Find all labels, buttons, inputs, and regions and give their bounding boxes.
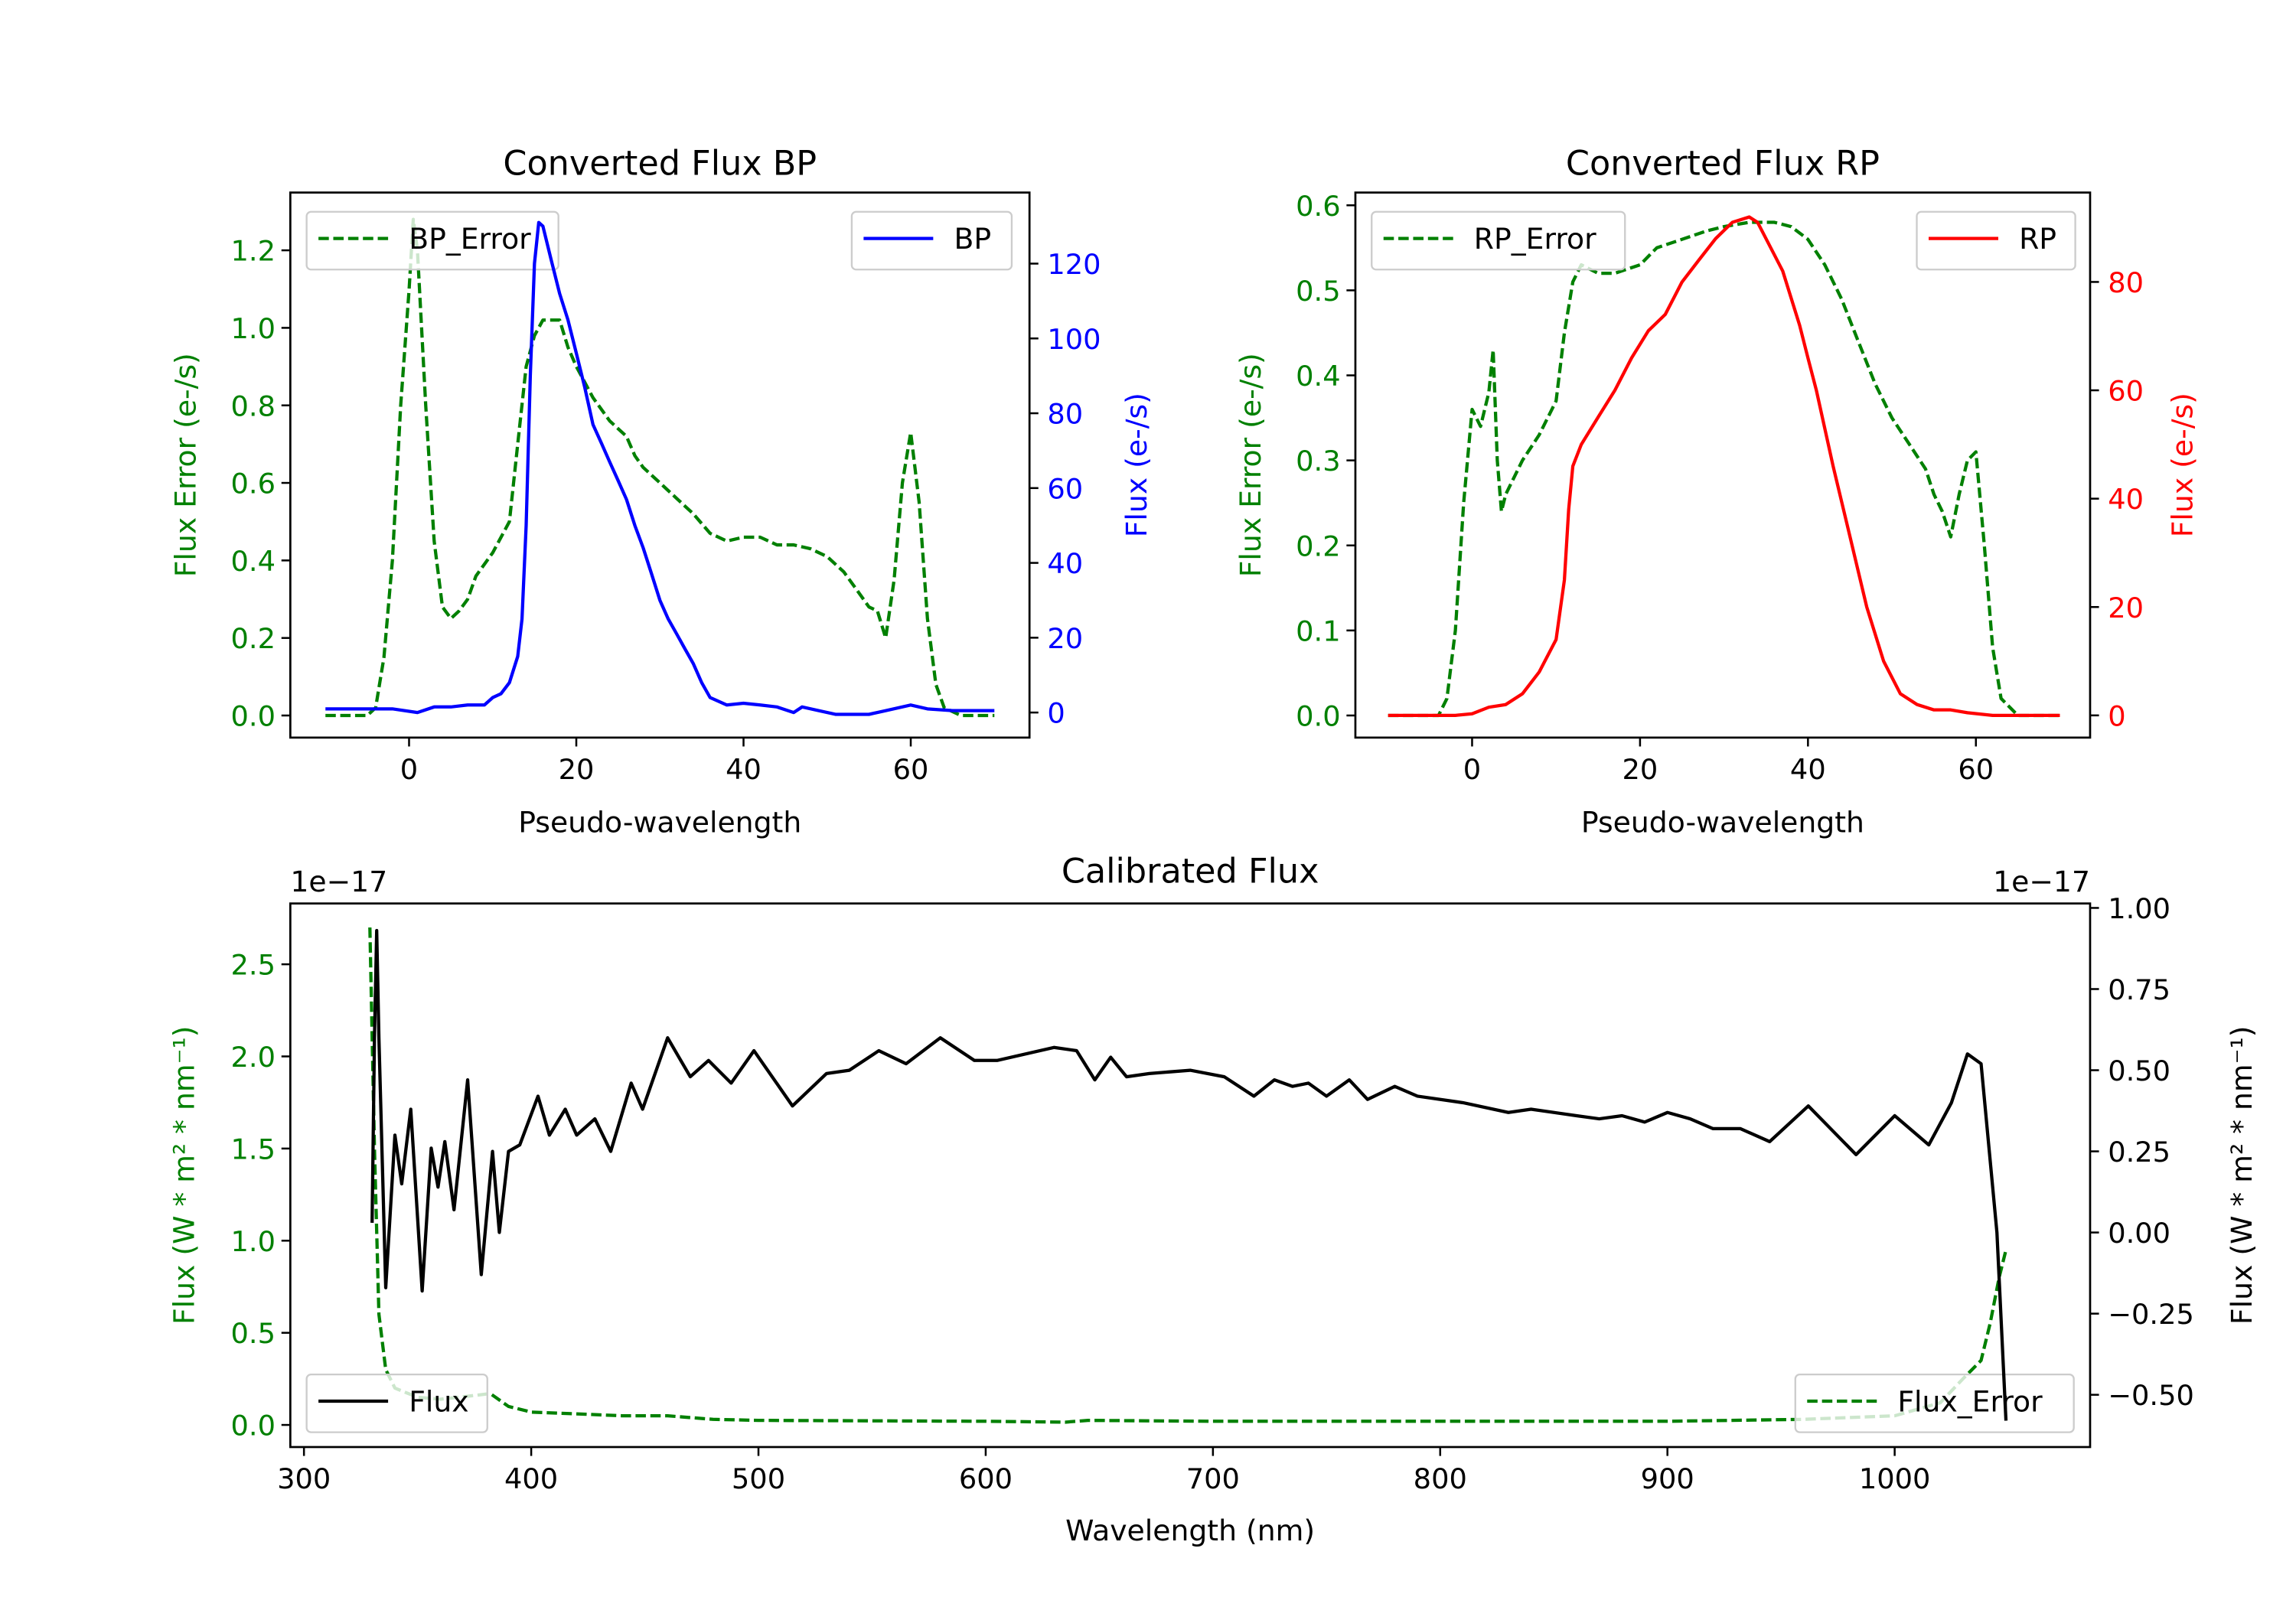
- x-tick-label: 1000: [1859, 1462, 1931, 1495]
- y-tick-label-left: 2.0: [231, 1041, 276, 1074]
- y-tick-label-left: 0.0: [231, 700, 276, 733]
- legend-label: Flux_Error: [1897, 1385, 2043, 1419]
- series-line-bp: [325, 220, 995, 716]
- legend-label: RP_Error: [1474, 222, 1596, 256]
- legend-label: BP_Error: [409, 222, 531, 256]
- series-line-rp: [1388, 215, 2060, 717]
- y-tick-label-right: 0.50: [2108, 1054, 2170, 1087]
- y-tick-label-left: 1.0: [231, 312, 276, 345]
- legend-legend_right: RP: [1916, 210, 2076, 271]
- y-tick-label-right: 0: [1047, 697, 1065, 730]
- y-axis-label-left: Flux (W * m² * nm⁻¹): [168, 1026, 201, 1325]
- chart-title: Calibrated Flux: [1062, 852, 1319, 892]
- y-tick-label-left: 1.5: [231, 1133, 276, 1165]
- y-tick-label-right: 0.25: [2108, 1136, 2170, 1169]
- y-tick-label-left: 0.0: [231, 1410, 276, 1442]
- x-tick-label: 20: [559, 753, 595, 786]
- x-tick-label: 900: [1641, 1462, 1694, 1495]
- y-tick-label-right: 60: [2108, 375, 2144, 408]
- y-axis-label-right: Flux (W * m² * nm⁻¹): [2225, 1026, 2258, 1325]
- y-tick-label-left: 1.0: [231, 1225, 276, 1258]
- x-tick-label: 700: [1186, 1462, 1240, 1495]
- y-tick-label-left: 0.0: [1296, 700, 1340, 733]
- y-tick-label-left: 0.8: [231, 390, 276, 422]
- x-axis-label: Pseudo-wavelength: [518, 806, 801, 839]
- y-tick-label-right: 40: [1047, 547, 1083, 580]
- y-tick-label-right: 80: [2108, 266, 2144, 299]
- legend-legend_left: BP_Error: [305, 210, 559, 271]
- legend-legend_right: BP: [850, 210, 1013, 271]
- y-tick-label-right: 0: [2108, 699, 2125, 732]
- y-tick-label-left: 0.6: [231, 468, 276, 500]
- y-offset-label-right: 1e−17: [1993, 865, 2090, 898]
- y-tick-label-right: −0.50: [2108, 1379, 2194, 1412]
- y-axis-label-right: Flux (e-/s): [1120, 393, 1153, 537]
- y-offset-label-left: 1e−17: [290, 865, 387, 898]
- subplot-2: Converted Flux RP Pseudo-wavelength Flux E…: [1234, 144, 2199, 839]
- y-tick-label-left: 0.1: [1296, 614, 1340, 647]
- x-axis-label: Wavelength (nm): [1065, 1514, 1315, 1547]
- x-tick-label: 500: [732, 1462, 785, 1495]
- x-tick-label: 0: [1463, 753, 1481, 786]
- y-tick-label-right: 1.00: [2108, 892, 2170, 925]
- y-tick-label-left: 0.2: [231, 622, 276, 655]
- legend-legend_right: Flux: [305, 1373, 488, 1433]
- x-tick-label: 600: [959, 1462, 1013, 1495]
- legend-box: [305, 1373, 488, 1433]
- axes-frame: [1354, 191, 2092, 739]
- chart-title: Converted Flux RP: [1566, 144, 1880, 183]
- x-tick-label: 40: [1790, 753, 1826, 786]
- y-axis-label-left: Flux Error (e-/s): [1234, 353, 1267, 577]
- legend-label: Flux: [409, 1385, 468, 1419]
- legend-box: [850, 210, 1013, 271]
- legend-legend_left: Flux_Error: [1794, 1373, 2075, 1433]
- axes-frame: [289, 902, 2092, 1449]
- series-line-flux: [370, 928, 2008, 1421]
- x-tick-label: 300: [277, 1462, 331, 1495]
- legend-box: [305, 210, 559, 271]
- y-tick-label-right: 0.00: [2108, 1217, 2170, 1250]
- y-tick-label-right: 120: [1047, 248, 1101, 281]
- x-tick-label: 40: [726, 753, 762, 786]
- y-tick-label-left: 0.5: [1296, 275, 1340, 308]
- y-tick-label-right: 20: [2108, 592, 2144, 624]
- y-tick-label-left: 0.3: [1296, 445, 1340, 478]
- y-tick-label-right: 80: [1047, 398, 1083, 431]
- x-tick-label: 20: [1623, 753, 1658, 786]
- y-tick-label-left: 0.4: [1296, 360, 1340, 393]
- y-tick-label-left: 2.5: [231, 949, 276, 982]
- series-line-bp-error: [325, 217, 995, 718]
- x-tick-label: 800: [1414, 1462, 1467, 1495]
- x-axis-label: Pseudo-wavelength: [1581, 806, 1864, 839]
- axes-frame: [289, 191, 1031, 739]
- y-tick-label-right: −0.25: [2108, 1298, 2194, 1331]
- y-tick-label-left: 0.5: [231, 1317, 276, 1350]
- x-tick-label: 60: [893, 753, 929, 786]
- subplot-3: Calibrated Flux Wavelength (nm) Flux (W * …: [168, 852, 2258, 1547]
- y-tick-label-right: 60: [1047, 472, 1083, 505]
- legend-label: RP: [2019, 222, 2056, 256]
- y-tick-label-left: 0.2: [1296, 530, 1340, 562]
- x-tick-label: 0: [400, 753, 418, 786]
- y-tick-label-right: 20: [1047, 622, 1083, 655]
- y-tick-label-left: 0.4: [231, 545, 276, 578]
- y-tick-label-right: 100: [1047, 323, 1101, 356]
- x-tick-label: 60: [1958, 753, 1994, 786]
- chart-title: Converted Flux BP: [503, 144, 817, 183]
- y-tick-label-right: 40: [2108, 483, 2144, 516]
- y-axis-label-right: Flux (e-/s): [2166, 393, 2200, 537]
- y-tick-label-right: 0.75: [2108, 973, 2170, 1006]
- x-tick-label: 400: [504, 1462, 558, 1495]
- y-axis-label-left: Flux Error (e-/s): [168, 353, 202, 577]
- y-tick-label-left: 0.6: [1296, 190, 1340, 223]
- legend-legend_left: RP_Error: [1371, 210, 1626, 271]
- legend-box: [1371, 210, 1626, 271]
- y-tick-label-left: 1.2: [231, 235, 276, 268]
- legend-label: BP: [954, 222, 991, 256]
- legend-box: [1916, 210, 2076, 271]
- series-line-rp-error: [1388, 220, 2060, 718]
- subplot-1: Converted Flux BP Pseudo-wavelength Flux E…: [168, 144, 1153, 839]
